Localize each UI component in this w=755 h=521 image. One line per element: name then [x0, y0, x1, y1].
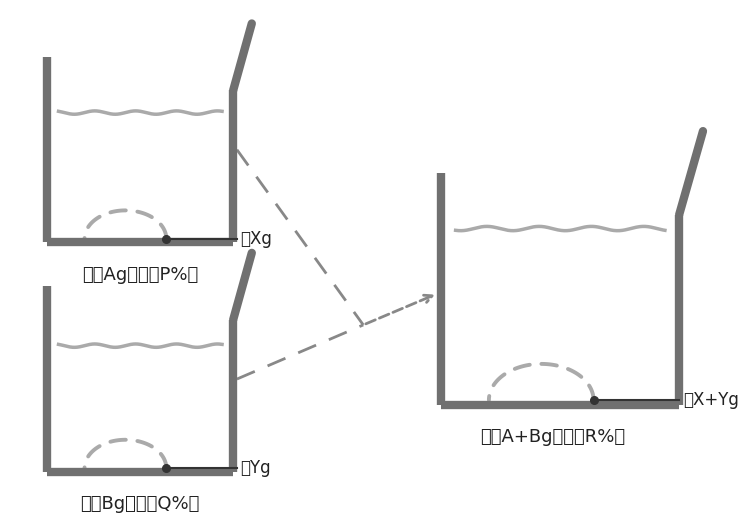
- Text: 塩Yg: 塩Yg: [241, 459, 271, 477]
- Text: 塩Xg: 塩Xg: [241, 230, 273, 248]
- Text: 塩X+Yg: 塩X+Yg: [683, 391, 739, 409]
- Text: 全体Ag（濃度P%）: 全体Ag（濃度P%）: [82, 266, 199, 283]
- Text: 全体Bg（濃度Q%）: 全体Bg（濃度Q%）: [81, 495, 200, 513]
- Text: 全体A+Bg（濃度R%）: 全体A+Bg（濃度R%）: [480, 428, 625, 446]
